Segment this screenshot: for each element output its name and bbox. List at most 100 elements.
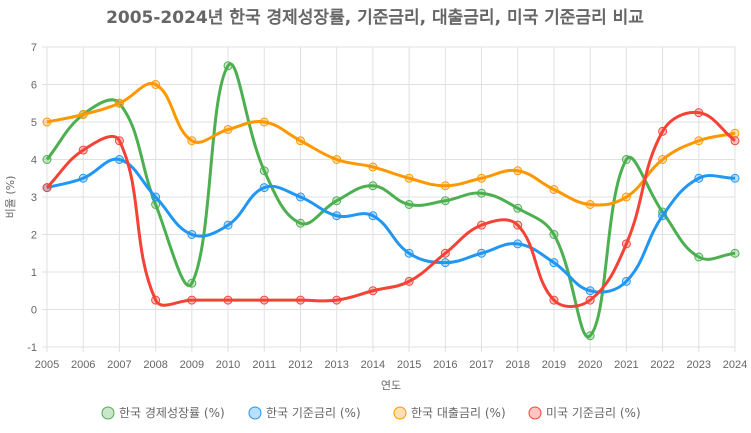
y-tick-label: 2 xyxy=(31,230,37,242)
data-point[interactable] xyxy=(440,196,450,206)
data-point[interactable] xyxy=(694,173,704,183)
data-point[interactable] xyxy=(585,331,595,341)
data-point[interactable] xyxy=(513,203,523,213)
x-tick-label: 2015 xyxy=(397,359,421,371)
data-point[interactable] xyxy=(151,192,161,202)
data-point[interactable] xyxy=(223,125,233,134)
data-point[interactable] xyxy=(368,286,378,296)
data-point[interactable] xyxy=(78,110,88,119)
data-point[interactable] xyxy=(513,166,523,176)
data-point[interactable] xyxy=(440,258,450,268)
data-point[interactable] xyxy=(621,239,631,249)
data-point[interactable] xyxy=(477,188,487,198)
data-point[interactable] xyxy=(404,173,414,183)
series-line-3 xyxy=(45,110,736,308)
legend-label: 한국 경제성장률 (%) xyxy=(119,406,225,420)
legend-item[interactable]: 한국 대출금리 (%) xyxy=(393,406,506,420)
legend-marker xyxy=(393,406,407,420)
data-point[interactable] xyxy=(332,155,342,164)
data-point[interactable] xyxy=(658,126,668,136)
data-point[interactable] xyxy=(332,211,342,221)
data-point[interactable] xyxy=(404,248,414,258)
data-point[interactable] xyxy=(114,136,124,146)
data-point[interactable] xyxy=(694,252,704,262)
data-point[interactable] xyxy=(694,108,704,118)
data-point[interactable] xyxy=(404,276,414,286)
data-point[interactable] xyxy=(404,200,414,209)
data-point[interactable] xyxy=(658,155,668,164)
data-point[interactable] xyxy=(585,286,595,296)
data-point[interactable] xyxy=(114,98,124,108)
data-point[interactable] xyxy=(187,295,197,305)
data-point[interactable] xyxy=(42,183,52,193)
x-tick-label: 2007 xyxy=(107,359,131,371)
x-tick-label: 2008 xyxy=(143,359,167,371)
data-point[interactable] xyxy=(259,183,269,193)
data-point[interactable] xyxy=(549,230,559,239)
x-tick-label: 2014 xyxy=(361,359,385,371)
data-point[interactable] xyxy=(549,185,559,194)
data-point[interactable] xyxy=(187,136,197,146)
data-point[interactable] xyxy=(368,162,378,172)
x-tick-label: 2011 xyxy=(252,359,276,371)
y-tick-label: 4 xyxy=(31,155,37,167)
data-point[interactable] xyxy=(332,196,342,206)
data-point[interactable] xyxy=(621,155,631,164)
legend-item[interactable]: 미국 기준금리 (%) xyxy=(528,406,641,420)
data-point[interactable] xyxy=(368,211,378,221)
data-point[interactable] xyxy=(259,295,269,305)
data-point[interactable] xyxy=(658,211,668,221)
x-tick-label: 2020 xyxy=(578,359,602,371)
data-point[interactable] xyxy=(477,248,487,258)
data-point[interactable] xyxy=(730,128,740,138)
data-point[interactable] xyxy=(295,192,305,202)
x-tick-label: 2016 xyxy=(433,359,457,371)
data-point[interactable] xyxy=(42,155,52,164)
data-point[interactable] xyxy=(477,173,487,183)
data-point[interactable] xyxy=(295,295,305,305)
data-point[interactable] xyxy=(694,136,704,146)
data-point[interactable] xyxy=(223,295,233,305)
legend-item[interactable]: 한국 기준금리 (%) xyxy=(248,406,361,420)
data-point[interactable] xyxy=(513,239,523,249)
x-tick-label: 2021 xyxy=(614,359,638,371)
data-point[interactable] xyxy=(42,117,52,127)
data-point[interactable] xyxy=(585,295,595,305)
data-point[interactable] xyxy=(730,248,740,258)
data-point[interactable] xyxy=(295,136,305,146)
data-point[interactable] xyxy=(223,61,233,71)
data-point[interactable] xyxy=(440,181,450,191)
legend-label: 한국 대출금리 (%) xyxy=(411,406,506,420)
data-point[interactable] xyxy=(549,258,559,268)
data-point[interactable] xyxy=(621,276,631,286)
data-point[interactable] xyxy=(332,295,342,305)
data-point[interactable] xyxy=(151,80,161,89)
data-point[interactable] xyxy=(151,295,161,305)
data-point[interactable] xyxy=(187,230,197,239)
data-point[interactable] xyxy=(114,155,124,164)
data-point[interactable] xyxy=(259,117,269,127)
y-tick-label: 0 xyxy=(31,305,37,317)
data-point[interactable] xyxy=(223,220,233,230)
x-tick-label: 2018 xyxy=(505,359,529,371)
data-point[interactable] xyxy=(513,220,523,230)
data-point[interactable] xyxy=(78,145,88,155)
data-point[interactable] xyxy=(440,248,450,258)
data-point[interactable] xyxy=(295,218,305,228)
legend-label: 한국 기준금리 (%) xyxy=(266,406,361,420)
data-point[interactable] xyxy=(259,166,269,176)
data-point[interactable] xyxy=(549,295,559,305)
data-point[interactable] xyxy=(730,173,740,183)
y-tick-label: 6 xyxy=(31,80,37,92)
data-point[interactable] xyxy=(730,136,740,146)
data-point[interactable] xyxy=(368,181,378,191)
x-tick-label: 2024 xyxy=(723,359,747,371)
data-point[interactable] xyxy=(187,278,197,288)
legend-item[interactable]: 한국 경제성장률 (%) xyxy=(101,406,225,420)
x-tick-label: 2005 xyxy=(35,359,59,371)
data-point[interactable] xyxy=(78,173,88,183)
data-point[interactable] xyxy=(477,220,487,230)
series-line-1 xyxy=(46,157,736,294)
data-point[interactable] xyxy=(621,192,631,202)
data-point[interactable] xyxy=(585,200,595,209)
